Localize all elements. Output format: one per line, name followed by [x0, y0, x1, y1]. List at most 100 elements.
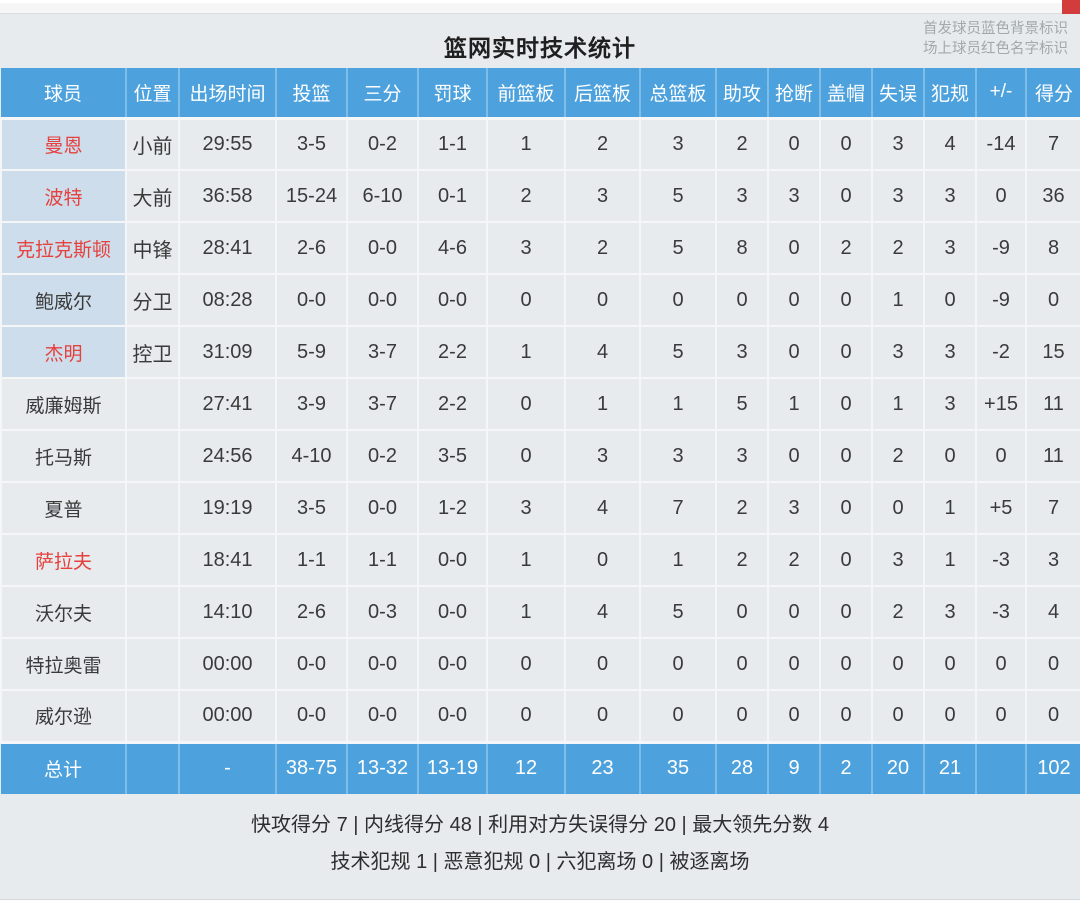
total-stat-cell-6: 35 [639, 740, 716, 794]
position-cell [125, 533, 180, 587]
stat-cell-4: 1 [486, 533, 566, 587]
stat-cell-6: 1 [639, 533, 717, 587]
stat-cell-10: 0 [871, 689, 925, 743]
stat-cell-10: 2 [871, 429, 925, 483]
stat-cell-9: 0 [819, 325, 873, 379]
stat-cell-9: 0 [819, 273, 873, 327]
stat-cell-10: 2 [871, 585, 925, 639]
stat-cell-8: 3 [767, 169, 821, 223]
stat-cell-1: 0-0 [275, 273, 348, 327]
stat-cell-11: 0 [923, 689, 977, 743]
stat-cell-8: 1 [767, 377, 821, 431]
stat-cell-11: 3 [923, 221, 977, 275]
legend: 首发球员蓝色背景标识 场上球员红色名字标识 [923, 19, 1068, 59]
stat-cell-10: 1 [871, 273, 925, 327]
total-row: 总计 -38-75 13-32 13-19 12 23 35 28 9 2 20 21 102 [1, 740, 1080, 794]
stat-cell-0: 28:41 [178, 221, 277, 275]
stat-cell-8: 2 [767, 533, 821, 587]
stat-cell-3: 1-1 [417, 117, 488, 171]
stat-cell-11: 0 [923, 637, 977, 691]
stat-cell-6: 0 [639, 689, 717, 743]
stat-cell-7: 0 [715, 689, 769, 743]
summary-line-2: 技术犯规 1 | 恶意犯规 0 | 六犯离场 0 | 被逐离场 [330, 851, 750, 873]
column-header-5: 罚球 [417, 68, 487, 120]
stat-cell-6: 5 [639, 221, 717, 275]
column-header-1: 位置 [125, 68, 179, 120]
stat-cell-3: 0-0 [417, 585, 488, 639]
stat-cell-10: 2 [871, 221, 925, 275]
stat-cell-11: 0 [923, 429, 977, 483]
stat-cell-11: 3 [923, 585, 977, 639]
stat-cell-7: 0 [715, 273, 769, 327]
stat-cell-2: 3-7 [346, 325, 419, 379]
player-name-cell: 托马斯 [0, 429, 127, 483]
position-cell [125, 637, 180, 691]
total-stat-cell-11: 21 [923, 740, 976, 794]
total-stat-cell-3: 13-19 [417, 740, 487, 794]
stat-cell-8: 0 [767, 689, 821, 743]
stat-cell-0: 00:00 [178, 637, 277, 691]
stat-cell-1: 3-9 [275, 377, 348, 431]
stat-cell-13: 0 [1025, 273, 1080, 327]
player-name-cell: 杰明 [0, 325, 127, 379]
stat-cell-2: 0-3 [346, 585, 419, 639]
stat-cell-8: 0 [767, 273, 821, 327]
table-body: 曼恩 小前 29:55 3-5 0-2 1-1 1 2 3 2 0 0 3 4 -14 7 波特 大前 36:58 1… [0, 117, 1080, 743]
player-name-cell: 特拉奥雷 [0, 637, 127, 691]
total-stat-cell-13: 102 [1025, 740, 1080, 794]
stat-cell-0: 08:28 [178, 273, 277, 327]
stat-cell-12: 0 [975, 637, 1027, 691]
stat-cell-13: 15 [1025, 325, 1080, 379]
total-stat-cell-2: 13-32 [346, 740, 418, 794]
stat-cell-4: 0 [486, 689, 566, 743]
position-cell [125, 481, 180, 535]
stat-cell-10: 3 [871, 117, 925, 171]
total-stat-cell-10: 20 [871, 740, 924, 794]
table-header: 球员 位置 出场时间 投篮 三分 罚球 前篮板 后篮板 总篮板 助攻 抢断 盖帽 失误 犯规 +/- 得分 [1, 68, 1080, 120]
stat-cell-3: 2-2 [417, 377, 488, 431]
stat-cell-11: 0 [923, 273, 977, 327]
stat-cell-8: 3 [767, 481, 821, 535]
total-stat-cell-12 [975, 740, 1026, 794]
position-cell [125, 429, 180, 483]
position-cell: 小前 [125, 117, 180, 171]
legend-line-oncourt: 场上球员红色名字标识 [923, 41, 1068, 57]
stat-cell-2: 1-1 [346, 533, 419, 587]
player-row: 杰明 控卫 31:09 5-9 3-7 2-2 1 4 5 3 0 0 3 3 -2 15 [0, 325, 1080, 379]
column-header-0: 球员 [1, 68, 126, 120]
stat-cell-6: 7 [639, 481, 717, 535]
panel-header: 篮网实时技术统计 首发球员蓝色背景标识 场上球员红色名字标识 [0, 14, 1080, 68]
column-header-9: 助攻 [715, 68, 768, 120]
stat-cell-4: 2 [486, 169, 566, 223]
stat-cell-2: 0-2 [346, 429, 419, 483]
stat-cell-10: 0 [871, 481, 925, 535]
stat-cell-2: 0-0 [346, 689, 419, 743]
position-cell: 中锋 [125, 221, 180, 275]
corner-red-badge [1062, 0, 1080, 14]
stat-cell-7: 3 [715, 429, 769, 483]
stat-cell-2: 0-0 [346, 481, 419, 535]
stat-cell-9: 0 [819, 533, 873, 587]
stat-cell-5: 3 [564, 169, 641, 223]
player-row: 克拉克斯顿 中锋 28:41 2-6 0-0 4-6 3 2 5 8 0 2 2 3 -9 8 [0, 221, 1080, 275]
stat-cell-3: 2-2 [417, 325, 488, 379]
stat-cell-12: -14 [975, 117, 1027, 171]
total-stat-cell-0: - [178, 740, 276, 794]
stat-cell-7: 5 [715, 377, 769, 431]
stat-cell-9: 0 [819, 637, 873, 691]
stat-cell-4: 1 [486, 117, 566, 171]
player-name-cell: 波特 [0, 169, 127, 223]
column-header-14: +/- [975, 68, 1026, 120]
stat-cell-13: 7 [1025, 117, 1080, 171]
top-strip [0, 0, 1080, 14]
stat-cell-13: 36 [1025, 169, 1080, 223]
stat-cell-9: 0 [819, 585, 873, 639]
stat-cell-6: 0 [639, 273, 717, 327]
stat-cell-0: 27:41 [178, 377, 277, 431]
stat-cell-12: 0 [975, 429, 1027, 483]
stat-cell-7: 3 [715, 325, 769, 379]
position-cell: 控卫 [125, 325, 180, 379]
column-header-2: 出场时间 [178, 68, 276, 120]
stat-cell-12: +5 [975, 481, 1027, 535]
total-position-cell [125, 740, 179, 794]
